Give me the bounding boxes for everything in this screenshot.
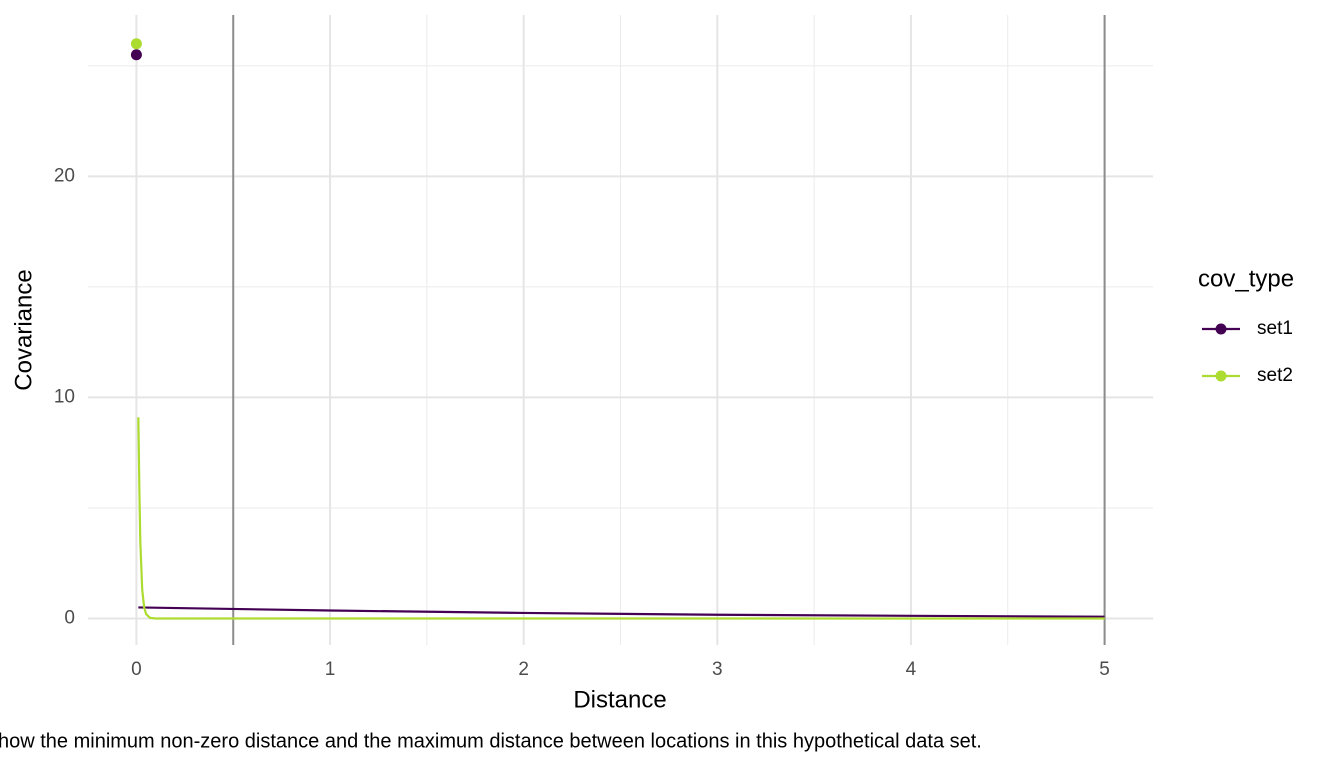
legend-title: cov_type bbox=[1198, 265, 1294, 292]
y-tick-label: 10 bbox=[54, 386, 75, 407]
point bbox=[130, 49, 142, 61]
x-tick-label: 0 bbox=[131, 659, 142, 680]
y-tick-label: 20 bbox=[54, 165, 75, 186]
legend-key-point bbox=[1215, 323, 1227, 335]
x-tick-label: 5 bbox=[1099, 659, 1110, 680]
x-tick-label: 4 bbox=[906, 659, 917, 680]
x-tick-label: 3 bbox=[712, 659, 723, 680]
y-axis-title: Covariance bbox=[10, 269, 37, 390]
line bbox=[138, 606, 1105, 618]
legend-label: set2 bbox=[1257, 365, 1293, 386]
legend-label: set1 bbox=[1257, 318, 1293, 339]
y-tick-label: 0 bbox=[64, 607, 75, 628]
caption: how the minimum non-zero distance and th… bbox=[0, 730, 982, 752]
line bbox=[137, 417, 1105, 620]
legend-key-point bbox=[1215, 370, 1227, 382]
x-tick-label: 1 bbox=[325, 659, 336, 680]
point bbox=[130, 38, 142, 50]
x-tick-label: 2 bbox=[518, 659, 529, 680]
x-axis-title: Distance bbox=[573, 686, 666, 713]
